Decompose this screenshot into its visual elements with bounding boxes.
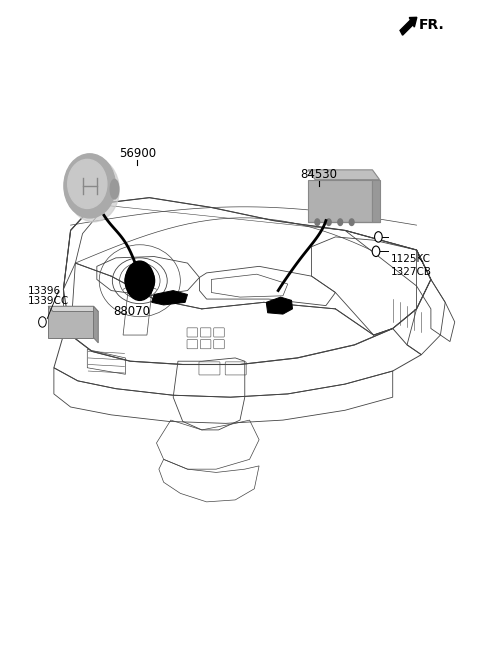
Circle shape	[372, 246, 380, 256]
Circle shape	[125, 261, 154, 300]
Circle shape	[338, 219, 343, 225]
Ellipse shape	[125, 265, 155, 296]
FancyArrow shape	[400, 17, 417, 35]
Text: 1125KC: 1125KC	[390, 254, 431, 264]
Polygon shape	[372, 179, 380, 222]
Polygon shape	[48, 306, 98, 311]
Text: 84530: 84530	[300, 168, 337, 181]
Polygon shape	[308, 179, 372, 222]
Circle shape	[315, 219, 320, 225]
Circle shape	[38, 317, 46, 327]
Text: 13396: 13396	[28, 286, 61, 296]
Polygon shape	[266, 297, 292, 314]
Polygon shape	[308, 170, 380, 179]
Circle shape	[374, 232, 382, 242]
Text: 1339CC: 1339CC	[28, 296, 69, 306]
Ellipse shape	[110, 179, 119, 199]
Polygon shape	[48, 306, 94, 338]
Circle shape	[326, 219, 331, 225]
Text: 56900: 56900	[119, 147, 156, 160]
Ellipse shape	[68, 158, 119, 222]
Text: 88070: 88070	[114, 305, 151, 318]
Polygon shape	[152, 290, 188, 305]
Polygon shape	[94, 306, 98, 343]
Ellipse shape	[68, 160, 107, 208]
Text: FR.: FR.	[419, 18, 444, 32]
Circle shape	[349, 219, 354, 225]
Ellipse shape	[64, 154, 116, 218]
Text: 1327CB: 1327CB	[390, 267, 432, 277]
